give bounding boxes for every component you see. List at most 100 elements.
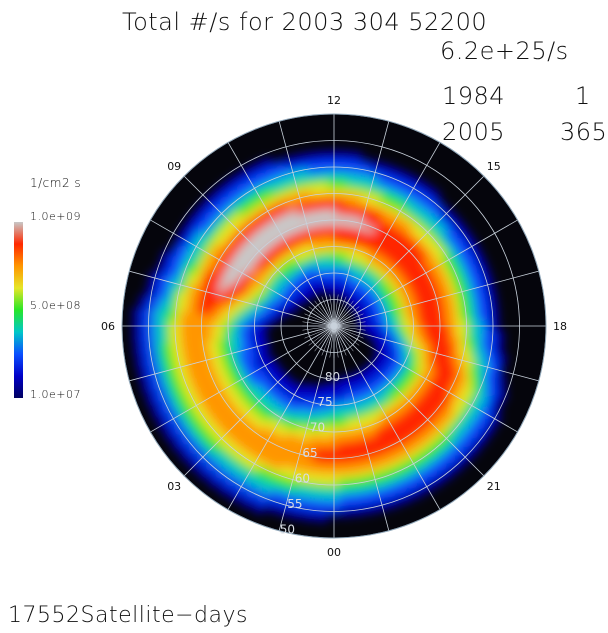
mlt-spoke-inner <box>333 325 365 335</box>
mlt-spoke-inner <box>311 325 335 349</box>
mlt-spoke-inner <box>333 296 347 327</box>
mlt-spoke-inner <box>303 317 335 327</box>
mlt-spoke-inner <box>321 325 335 356</box>
colorbar-max-label: 1.0e+09 <box>30 210 81 223</box>
mlt-spoke <box>333 325 392 538</box>
mlt-spoke <box>333 214 527 327</box>
mlat-label: 70 <box>310 421 325 435</box>
mlt-spoke <box>176 325 335 484</box>
start-year: 1984 <box>442 82 506 110</box>
mlt-spoke-inner <box>333 325 366 331</box>
satellite-days-count: 17552 <box>8 603 81 628</box>
mlt-spoke-inner <box>304 325 335 339</box>
mlt-spoke <box>222 133 335 327</box>
mlt-spoke-inner <box>333 325 364 339</box>
mlat-label: 50 <box>280 522 295 536</box>
flux-cell <box>332 383 345 396</box>
polar-disk-edge <box>121 113 547 539</box>
end-day: 365 <box>560 118 608 146</box>
mlt-spoke <box>333 114 392 327</box>
mlt-spoke <box>176 168 335 327</box>
mlt-spoke-inner <box>306 325 335 343</box>
mlt-spoke-inner <box>308 306 335 327</box>
mlt-spoke-inner <box>333 325 347 356</box>
mlt-spoke <box>276 114 335 327</box>
mlt-spoke-inner <box>303 325 335 335</box>
satellite-days-label: Satellite−days <box>80 603 248 628</box>
satellite-days: 17552Satellite−days <box>8 603 248 628</box>
mlt-labels: 12 15 18 21 00 03 06 09 <box>101 94 567 559</box>
mlt-spoke <box>141 325 335 438</box>
mlt-spoke <box>333 325 546 384</box>
mlt-spoke-inner <box>333 303 357 327</box>
mlt-spoke-inner <box>333 294 339 327</box>
mlt-spoke-inner <box>325 295 335 327</box>
auroral-oval-cells <box>131 150 507 523</box>
mlt-spoke-inner <box>304 313 335 327</box>
mlt-spoke-inner <box>333 325 343 357</box>
mlat-label: 65 <box>302 446 317 460</box>
colorbar-mid-label: 5.0e+08 <box>30 299 81 312</box>
mlt-spoke-inner <box>333 298 351 327</box>
mlt-spoke <box>122 325 335 384</box>
mlt-label: 21 <box>487 480 501 493</box>
mlt-spoke-inner <box>321 296 335 327</box>
mlt-spoke-inner <box>329 325 335 358</box>
mlt-spoke <box>276 325 335 538</box>
mlt-spoke <box>333 325 527 438</box>
mlt-label: 09 <box>167 160 181 173</box>
mlt-spoke-inner <box>333 306 360 327</box>
mlt-spoke <box>222 325 335 519</box>
mlt-spoke-inner <box>333 325 357 349</box>
mlt-label: 15 <box>487 160 501 173</box>
mlt-spoke-inner <box>333 325 360 346</box>
end-year: 2005 <box>442 118 506 146</box>
mlt-spoke-inner <box>302 321 335 327</box>
mlt-spoke-inner <box>333 325 362 343</box>
mlt-spoke-inner <box>333 317 365 327</box>
mlt-spoke-inner <box>302 325 335 331</box>
mlt-spoke <box>333 325 492 484</box>
mlt-spoke-inner <box>325 325 335 357</box>
mlt-spoke-inner <box>333 325 351 354</box>
mlt-spoke-inner <box>317 325 335 354</box>
mlt-spoke <box>333 325 446 519</box>
mlt-spoke <box>333 168 492 327</box>
total-rate: 6.2e+25/s <box>440 37 569 65</box>
mlt-spoke-inner <box>333 325 354 352</box>
mlat-label: 55 <box>287 497 302 511</box>
mlt-spoke-inner <box>308 325 335 346</box>
mlt-spoke-inner <box>333 325 339 358</box>
mlt-label: 03 <box>167 480 181 493</box>
mlt-spoke-inner <box>333 309 362 327</box>
mlt-label: 00 <box>327 546 341 559</box>
mlt-spoke-inner <box>333 300 354 327</box>
colorbar-min-label: 1.0e+07 <box>30 388 81 401</box>
mlt-spoke-inner <box>329 294 335 327</box>
colorbar <box>14 222 23 398</box>
mlt-label: 12 <box>327 94 341 107</box>
polar-flux-map: 12 15 18 21 00 03 06 09 80 75 70 65 60 55 50 <box>101 94 567 559</box>
mlat-label: 75 <box>317 395 332 409</box>
colorbar-unit: 1/cm2 s <box>30 176 82 190</box>
mlat-label: 80 <box>325 370 340 384</box>
mlat-labels: 80 75 70 65 60 55 50 <box>280 370 340 537</box>
mlt-spoke-inner <box>306 309 335 327</box>
mlat-label: 60 <box>295 472 310 486</box>
polar-grid <box>122 114 546 538</box>
start-day: 1 <box>575 82 591 110</box>
mlt-spoke-inner <box>333 313 364 327</box>
mlt-spoke-inner <box>311 303 335 327</box>
mlt-spoke <box>122 268 335 327</box>
mlt-spoke-inner <box>314 300 335 327</box>
chart-title: Total #/s for 2003 304 52200 <box>122 8 488 36</box>
mlt-spoke-inner <box>333 295 343 327</box>
mlt-spoke <box>333 268 546 327</box>
mlt-spoke <box>141 214 335 327</box>
mlt-spoke <box>333 133 446 327</box>
auroral-oval <box>131 150 507 523</box>
mlt-spoke-inner <box>314 325 335 352</box>
mlt-spoke-inner <box>333 321 366 327</box>
mlt-label: 06 <box>101 320 115 333</box>
mlt-label: 18 <box>553 320 567 333</box>
